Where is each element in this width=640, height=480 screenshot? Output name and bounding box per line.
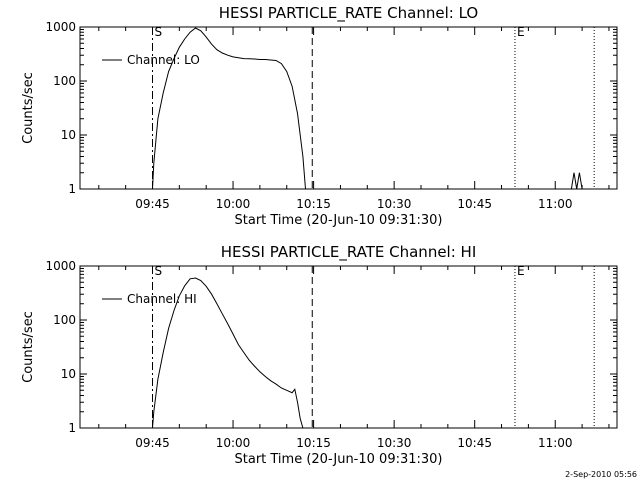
- y-tick-label: 10: [61, 367, 76, 381]
- x-tick-label: 10:15: [296, 197, 331, 211]
- x-axis-label: Start Time (20-Jun-10 09:31:30): [235, 213, 443, 228]
- x-tick-label: 10:45: [457, 436, 492, 450]
- series-line: [152, 277, 304, 429]
- x-tick-label: 11:00: [538, 436, 573, 450]
- x-tick-label: 10:15: [296, 436, 331, 450]
- chart-title: HESSI PARTICLE_RATE Channel: LO: [219, 4, 478, 23]
- chart-panel-1: HESSI PARTICLE_RATE Channel: LO 1 10 100 100…: [21, 4, 618, 228]
- x-tick-label: 10:00: [216, 197, 251, 211]
- x-tick-label: 11:00: [538, 197, 573, 211]
- x-tick-label: 09:45: [135, 436, 170, 450]
- x-axis-label: Start Time (20-Jun-10 09:31:30): [235, 452, 443, 467]
- x-tick-label: 09:45: [135, 197, 170, 211]
- x-tick-label: 10:45: [457, 197, 492, 211]
- plot-frame: [79, 265, 618, 429]
- y-tick-label: 10: [61, 128, 76, 142]
- y-tick-label: 100: [53, 313, 76, 327]
- legend-label: Channel: HI: [127, 292, 197, 306]
- y-axis-label: Counts/sec: [21, 311, 36, 383]
- y-tick-label: 1: [68, 182, 76, 196]
- chart-panel-2: HESSI PARTICLE_RATE Channel: HI 1 10 100 100…: [21, 243, 618, 467]
- series-line: [152, 27, 306, 190]
- event-marker-label: E: [517, 264, 525, 278]
- series-line: [570, 172, 583, 190]
- x-tick-label: 10:30: [377, 436, 412, 450]
- y-axis-label: Counts/sec: [21, 72, 36, 144]
- event-marker-label: E: [517, 25, 525, 39]
- y-tick-label: 1000: [45, 20, 76, 34]
- y-tick-label: 1000: [45, 259, 76, 273]
- x-tick-label: 10:00: [216, 436, 251, 450]
- event-marker-label: S: [154, 25, 162, 39]
- footer-timestamp: 2-Sep-2010 05:56: [565, 470, 637, 479]
- chart-title: HESSI PARTICLE_RATE Channel: HI: [221, 243, 477, 262]
- plot-frame: [79, 26, 618, 190]
- y-tick-label: 100: [53, 74, 76, 88]
- x-tick-label: 10:30: [377, 197, 412, 211]
- event-marker-label: S: [154, 264, 162, 278]
- legend-label: Channel: LO: [127, 53, 200, 67]
- y-tick-label: 1: [68, 421, 76, 435]
